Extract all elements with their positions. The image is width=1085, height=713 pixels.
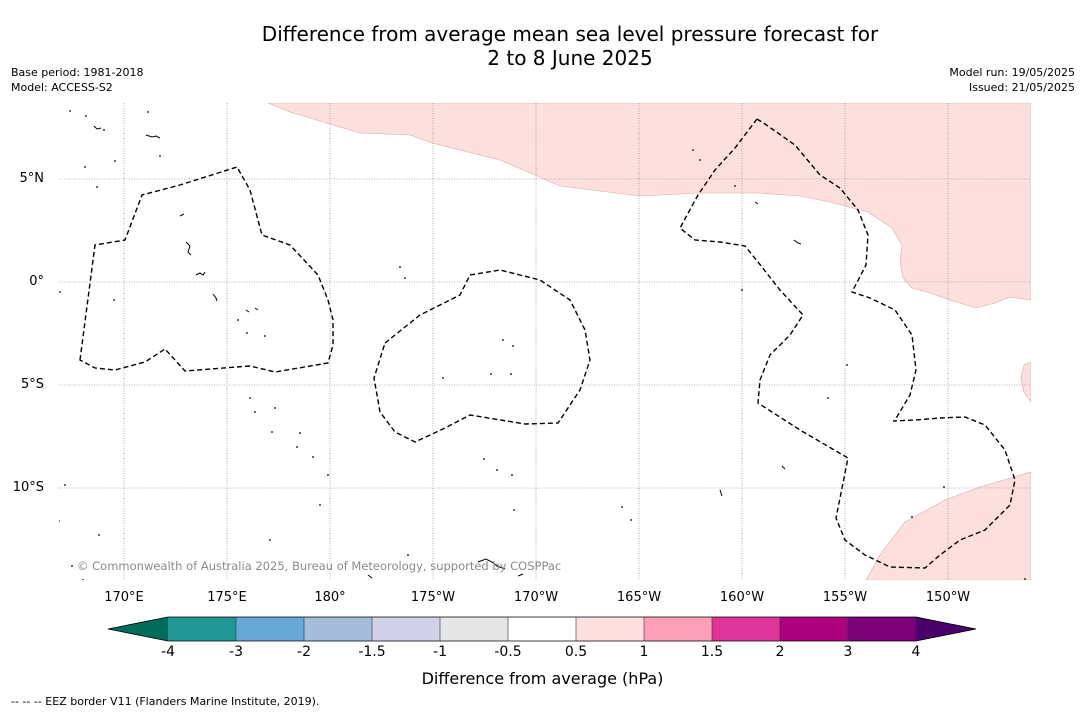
- legend-tick: -4: [161, 644, 175, 660]
- legend-tick: 1: [639, 644, 649, 660]
- issued-date: Issued: 21/05/2025: [968, 81, 1075, 94]
- colorbar-segment: [168, 617, 236, 641]
- base-period: Base period: 1981-2018: [11, 66, 144, 79]
- islands: [59, 125, 802, 579]
- colorbar-segment: [304, 617, 372, 641]
- legend-tick: 3: [843, 644, 853, 660]
- anomaly-region-east: [1020, 361, 1031, 403]
- lon-label-165w: 165°W: [616, 590, 662, 605]
- graticule: [59, 103, 1031, 580]
- lon-label-180: 180°: [314, 590, 346, 605]
- model-name: Model: ACCESS-S2: [11, 81, 113, 94]
- colorbar-segment: [576, 617, 644, 641]
- colorbar: [107, 616, 977, 642]
- legend-tick: -3: [229, 644, 243, 660]
- anomaly-region-southeast: [865, 471, 1031, 580]
- title-line-2: 2 to 8 June 2025: [487, 46, 653, 70]
- lat-label-5n: 5°N: [19, 171, 45, 186]
- colorbar-segment: [372, 617, 440, 641]
- lon-label-170e: 170°E: [104, 590, 144, 605]
- lon-label-175w: 175°W: [410, 590, 456, 605]
- lon-label-170w: 170°W: [513, 590, 559, 605]
- colorbar-segment: [508, 617, 576, 641]
- eez-border-line-islands: [756, 118, 917, 421]
- legend-title: Difference from average (hPa): [421, 669, 664, 688]
- legend-tick: 1.5: [700, 644, 724, 660]
- title-line-1: Difference from average mean sea level p…: [261, 22, 879, 46]
- colorbar-segment: [440, 617, 508, 641]
- lat-label-10s: 10°S: [12, 480, 44, 495]
- colorbar-extend-low: [108, 617, 168, 641]
- eez-footnote: -- -- -- EEZ border V11 (Flanders Marine…: [11, 695, 320, 708]
- legend-tick: -2: [297, 644, 311, 660]
- model-run: Model run: 19/05/2025: [949, 66, 1075, 79]
- colorbar-segment: [644, 617, 712, 641]
- lat-label-0: 0°: [29, 274, 44, 289]
- lon-label-150w: 150°W: [925, 590, 971, 605]
- legend-tick: 4: [911, 644, 921, 660]
- lon-label-155w: 155°W: [822, 590, 868, 605]
- colorbar-segment: [848, 617, 916, 641]
- lat-label-5s: 5°S: [20, 377, 44, 392]
- colorbar-outline: [107, 616, 977, 642]
- colorbar-segment: [780, 617, 848, 641]
- colorbar-segment: [236, 617, 304, 641]
- eez-border-tuvalu-kiribati-west: [79, 166, 334, 373]
- colorbar-segment: [712, 617, 780, 641]
- meta-right: Model run: 19/05/2025 Issued: 21/05/2025: [949, 65, 1075, 95]
- lon-label-160w: 160°W: [719, 590, 765, 605]
- colorbar-extend-high: [916, 617, 976, 641]
- island-dots: [59, 110, 1026, 580]
- map-title: Difference from average mean sea level p…: [0, 22, 1085, 70]
- legend-tick: 2: [775, 644, 785, 660]
- legend-tick: -1: [433, 644, 447, 660]
- eez-border-phoenix: [373, 269, 591, 443]
- lon-label-175e: 175°E: [207, 590, 247, 605]
- anomaly-region-north: [267, 103, 1031, 309]
- meta-left: Base period: 1981-2018 Model: ACCESS-S2: [11, 65, 143, 95]
- copyright-notice: © Commonwealth of Australia 2025, Bureau…: [77, 559, 562, 573]
- legend-tick: 0.5: [564, 644, 588, 660]
- legend-tick: -1.5: [358, 644, 386, 660]
- legend-tick: -0.5: [494, 644, 522, 660]
- eez-borders: [79, 118, 1016, 569]
- eez-border-line-islands-west: [679, 118, 1016, 569]
